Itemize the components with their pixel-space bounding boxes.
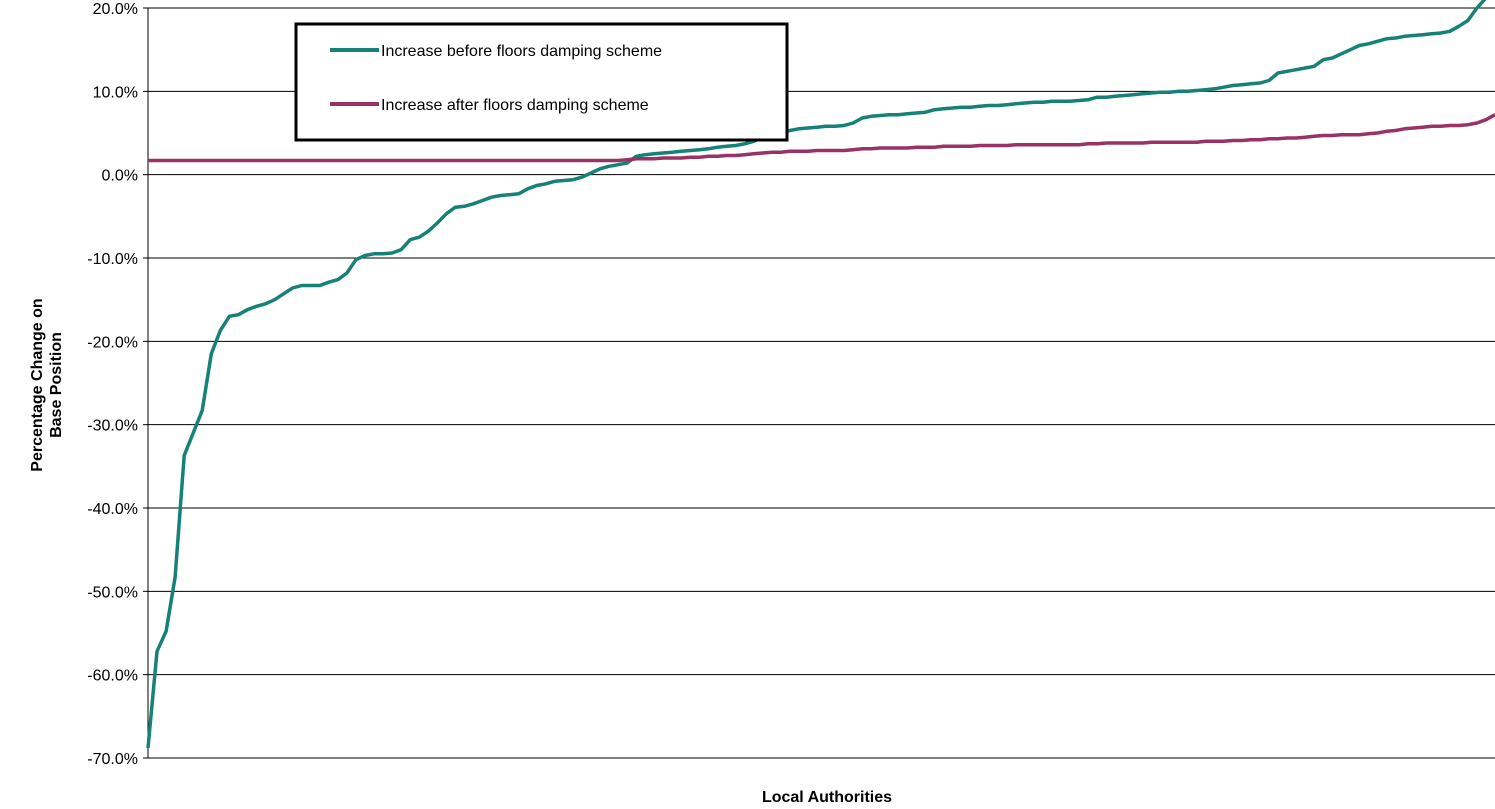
y-tick-label: -10.0%	[87, 251, 138, 268]
y-axis-title-line1: Percentage Change on	[29, 298, 46, 471]
legend: Increase before floors damping scheme In…	[294, 22, 789, 142]
gridlines	[148, 7, 1495, 759]
y-tick-label: -40.0%	[87, 501, 138, 518]
legend-label-after: Increase after floors damping scheme	[381, 97, 649, 114]
legend-label-before: Increase before floors damping scheme	[381, 43, 662, 60]
series-line-before	[146, 0, 1487, 749]
y-tick-label: -50.0%	[87, 584, 138, 601]
legend-box	[294, 22, 789, 142]
series-lines	[146, 0, 1495, 749]
y-tick-label: -70.0%	[87, 751, 138, 768]
x-axis-title: Local Authorities	[762, 789, 892, 806]
y-axis-tick-labels: 20.0% 10.0% 0.0% -10.0% -20.0% -30.0% -40.0% -5…	[87, 1, 148, 768]
y-tick-label: -60.0%	[87, 668, 138, 685]
y-axis-title-line2: Base Position	[48, 332, 65, 438]
series-line-after	[148, 113, 1495, 163]
y-tick-label: 20.0%	[93, 1, 138, 18]
y-tick-label: 10.0%	[93, 84, 138, 101]
y-tick-label: 0.0%	[102, 168, 138, 185]
y-tick-label: -20.0%	[87, 334, 138, 351]
y-tick-label: -30.0%	[87, 418, 138, 435]
